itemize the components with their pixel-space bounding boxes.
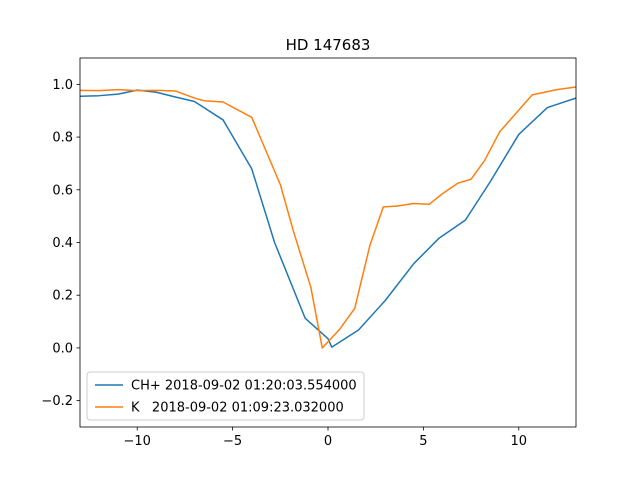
x-tick-label: −10 — [124, 434, 151, 449]
legend-label-1: K 2018-09-02 01:09:23.032000 — [131, 401, 344, 416]
x-tick-label: −5 — [223, 434, 242, 449]
x-tick-label: 10 — [510, 434, 527, 449]
y-tick-label: 0.0 — [52, 341, 73, 356]
legend-box — [86, 371, 365, 421]
x-tick-label: 5 — [419, 434, 427, 449]
x-tick-label: 0 — [324, 434, 332, 449]
y-tick-label: 0.6 — [52, 183, 73, 198]
series-line-1 — [80, 86, 576, 349]
legend-label-0: CH+ 2018-09-02 01:20:03.554000 — [131, 379, 357, 394]
chart-title: HD 147683 — [286, 36, 371, 54]
y-tick-label: −0.2 — [41, 394, 73, 409]
y-tick-label: 1.0 — [52, 78, 73, 93]
y-tick-label: 0.4 — [52, 236, 73, 251]
y-tick-label: 0.8 — [52, 131, 73, 146]
y-tick-label: 0.2 — [52, 289, 73, 304]
plot-area: −10 −5 0 5 10 −0.2 0.0 0.2 0.4 0.6 0.8 1.0 CH+ 2018-… — [41, 57, 577, 449]
